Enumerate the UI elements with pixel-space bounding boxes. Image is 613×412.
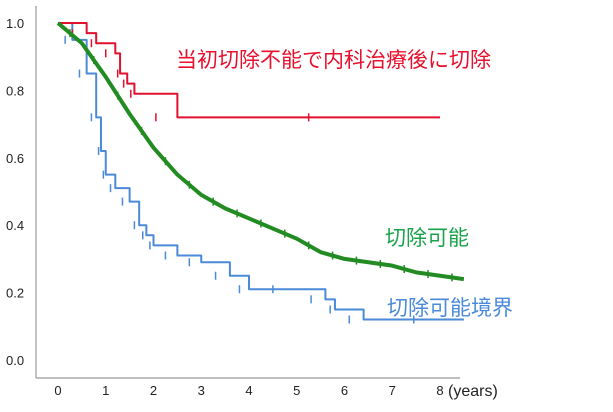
y-tick-label: 0.2 (6, 286, 24, 301)
y-tick-label: 0.6 (6, 151, 24, 166)
x-tick-label: 7 (389, 383, 396, 398)
y-tick-labels: 0.0 0.2 0.4 0.6 0.8 1.0 (6, 16, 24, 368)
y-tick-label: 1.0 (6, 16, 24, 31)
curve-borderline-resectable (58, 22, 464, 321)
x-tick-label: 5 (293, 383, 300, 398)
label-resectable: 切除可能 (385, 226, 469, 250)
x-tick-label: 6 (341, 383, 348, 398)
x-tick-label: 3 (198, 383, 205, 398)
label-borderline-resectable: 切除可能境界 (387, 296, 513, 320)
x-tick-label: 1 (102, 383, 109, 398)
x-tick-labels: 0 1 2 3 4 5 6 7 8 (years) (54, 383, 497, 400)
x-axis-unit-label: (years) (448, 383, 498, 400)
y-tick-label: 0.4 (6, 218, 24, 233)
x-tick-label: 0 (54, 383, 61, 398)
survival-curves (56, 21, 465, 324)
x-tick-label: 8 (436, 383, 443, 398)
x-tick-label: 2 (150, 383, 157, 398)
curve-unresectable-then-resected (58, 22, 440, 119)
x-tick-label: 4 (245, 383, 252, 398)
y-tick-label: 0.0 (6, 353, 24, 368)
label-unresectable-then-resected: 当初切除不能で内科治療後に切除 (176, 48, 491, 72)
y-tick-label: 0.8 (6, 83, 24, 98)
